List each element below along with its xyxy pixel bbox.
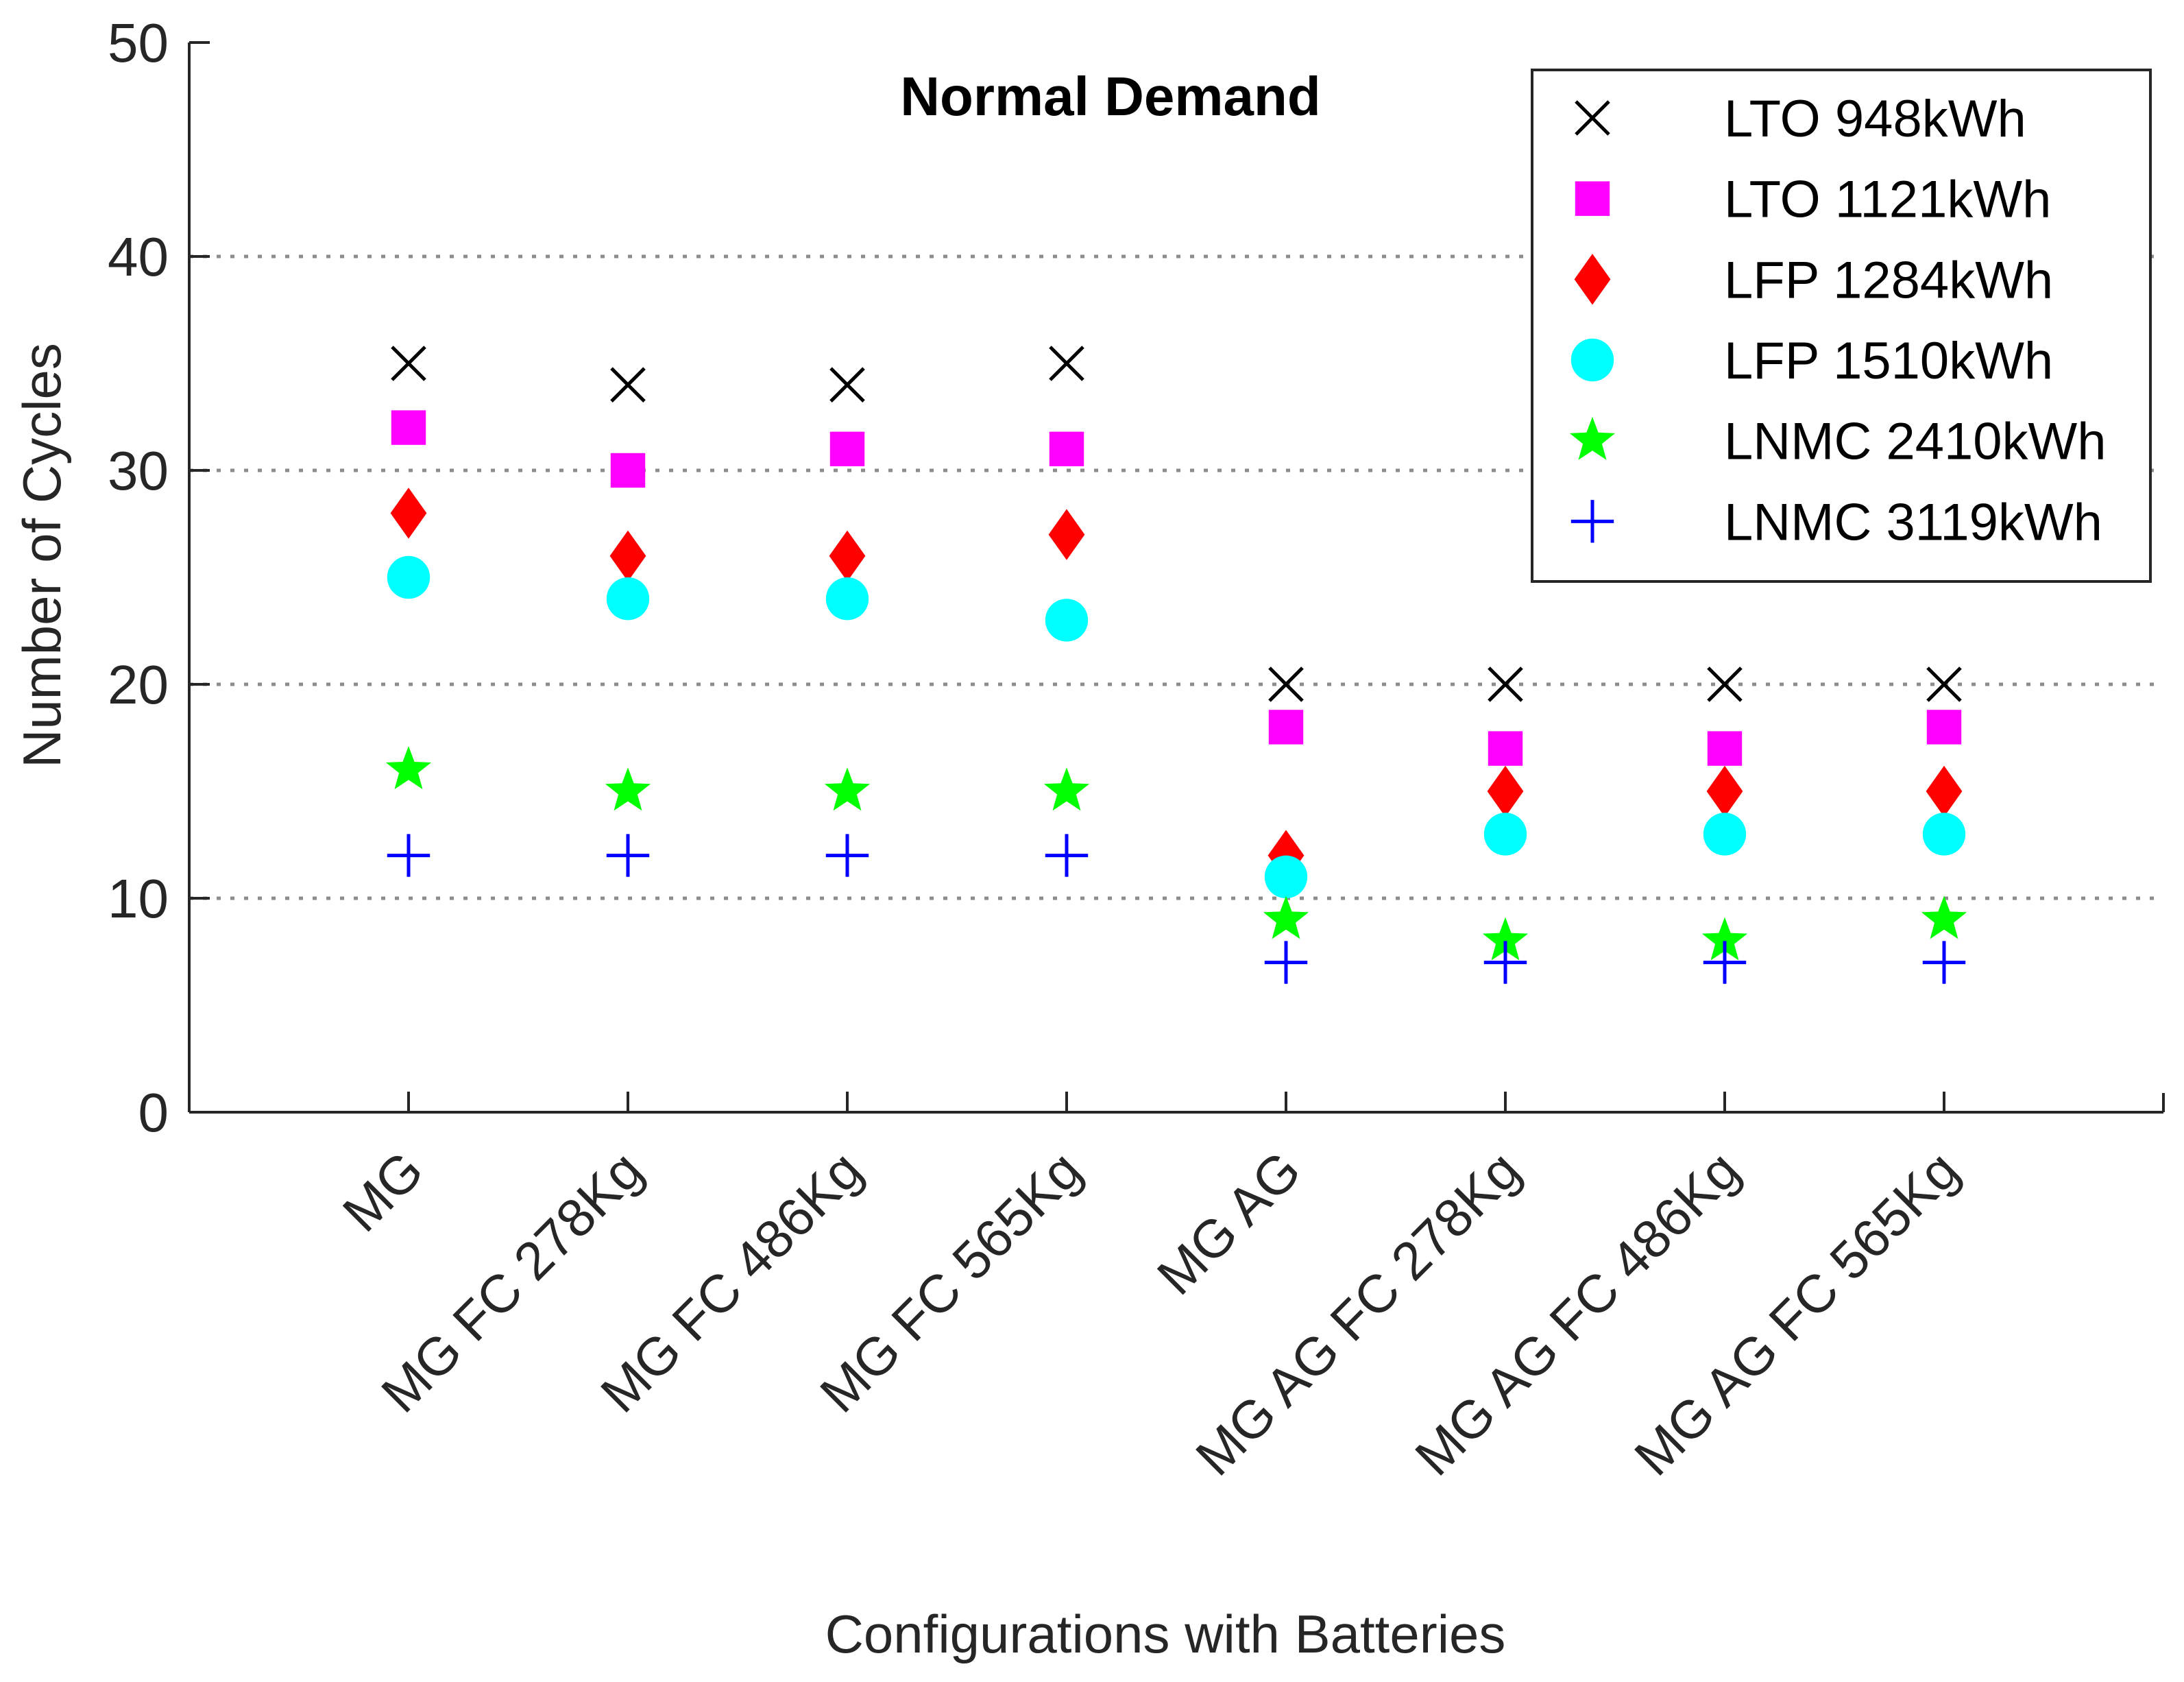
- y-tick-label: 30: [108, 440, 169, 501]
- data-point: [1703, 813, 1747, 856]
- data-point: [825, 834, 869, 877]
- data-point: [1926, 710, 1962, 745]
- data-point: [1268, 710, 1304, 745]
- chart-title: Normal Demand: [900, 66, 1320, 127]
- data-point: [1707, 666, 1743, 702]
- legend-box: [1531, 69, 2152, 583]
- y-tick-label: 20: [108, 654, 169, 715]
- legend: LTO 948kWh LTO 1121kWh LFP 1284kWh LFP 1510…: [1531, 69, 2152, 583]
- data-point: [1045, 599, 1089, 642]
- x-stroke: [1488, 666, 1523, 702]
- data-point: [385, 746, 432, 789]
- data-point: [609, 530, 646, 581]
- series-lfp-1510kwh: [387, 555, 1966, 899]
- x-stroke: [391, 346, 426, 381]
- legend-marker: [1570, 500, 1614, 543]
- data-point: [1706, 765, 1743, 817]
- x-stroke: [1268, 666, 1304, 702]
- legend-entry-label: LTO 948kWh: [1724, 90, 2026, 148]
- data-point: [825, 577, 869, 621]
- data-point: [1482, 917, 1529, 961]
- data-point: [1488, 666, 1523, 702]
- data-point: [1483, 813, 1527, 856]
- legend-marker: [1569, 416, 1616, 460]
- data-point: [1048, 509, 1085, 560]
- data-point: [610, 453, 646, 488]
- x-stroke: [1049, 346, 1084, 381]
- data-point: [1045, 834, 1089, 877]
- legend-marker: [1575, 100, 1610, 136]
- x-stroke: [610, 367, 646, 403]
- legend-marker: [1570, 338, 1614, 382]
- data-point: [1049, 431, 1084, 466]
- data-point: [1043, 767, 1090, 811]
- data-point: [391, 346, 426, 381]
- legend-entry-label: LNMC 3119kWh: [1724, 493, 2102, 551]
- x-stroke: [1707, 666, 1743, 702]
- data-point: [387, 555, 430, 599]
- series-lnmc-3119kwh: [387, 834, 1966, 984]
- data-point: [824, 767, 871, 811]
- data-point: [1921, 896, 1967, 939]
- data-point: [1264, 855, 1308, 899]
- data-point: [606, 834, 650, 877]
- data-point: [829, 530, 866, 581]
- data-point: [1487, 765, 1524, 817]
- data-point: [1922, 941, 1966, 984]
- legend-entry-label: LFP 1510kWh: [1724, 332, 2053, 390]
- y-tick-label: 10: [108, 868, 169, 929]
- data-point: [1264, 941, 1308, 984]
- data-point: [391, 410, 426, 445]
- legend-marker: [1575, 181, 1610, 216]
- data-point: [829, 367, 865, 403]
- data-points: [385, 346, 1967, 984]
- data-point: [1926, 666, 1962, 702]
- data-point: [390, 488, 427, 539]
- y-tick-label: 40: [108, 226, 169, 287]
- x-stroke: [1575, 100, 1610, 136]
- x-stroke: [829, 367, 865, 403]
- data-point: [1707, 731, 1743, 766]
- legend-entry-label: LNMC 2410kWh: [1724, 413, 2107, 471]
- data-point: [1483, 941, 1527, 984]
- data-point: [1701, 917, 1748, 961]
- series-lto-1121kwh: [391, 410, 1962, 766]
- data-point: [387, 834, 430, 877]
- data-point: [1926, 765, 1963, 817]
- data-point: [610, 367, 646, 403]
- data-point: [1922, 813, 1966, 856]
- data-point: [1049, 346, 1084, 381]
- data-point: [829, 431, 865, 466]
- data-point: [1488, 731, 1523, 766]
- legend-marker: [1574, 254, 1611, 305]
- series-lnmc-2410kwh: [385, 746, 1967, 961]
- data-point: [1703, 941, 1747, 984]
- series-lto-948kwh: [391, 346, 1962, 702]
- data-point: [606, 577, 650, 621]
- legend-entry-label: LTO 1121kWh: [1724, 171, 2051, 229]
- y-tick-label: 50: [108, 12, 169, 73]
- y-tick-label: 0: [138, 1082, 169, 1143]
- legend-entry-label: LFP 1284kWh: [1724, 251, 2053, 309]
- data-point: [605, 767, 651, 811]
- data-point: [1268, 666, 1304, 702]
- y-axis-label: Number of Cycles: [12, 343, 72, 768]
- data-point: [1263, 896, 1309, 939]
- x-axis-label: Configurations with Batteries: [825, 1604, 1506, 1664]
- x-stroke: [1926, 666, 1962, 702]
